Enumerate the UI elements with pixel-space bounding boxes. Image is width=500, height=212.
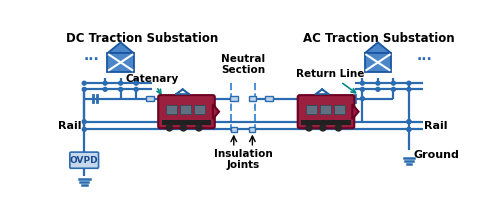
- Circle shape: [134, 81, 138, 85]
- Circle shape: [82, 127, 86, 131]
- Bar: [194, 105, 205, 114]
- Circle shape: [407, 127, 411, 131]
- Circle shape: [360, 81, 364, 85]
- Circle shape: [376, 87, 380, 91]
- Text: ...: ...: [416, 49, 432, 63]
- Bar: [265, 96, 272, 101]
- Circle shape: [82, 87, 86, 91]
- Text: DC Traction Substation: DC Traction Substation: [66, 32, 218, 45]
- Polygon shape: [365, 42, 391, 53]
- Text: Rail: Rail: [424, 121, 448, 131]
- Text: Ground: Ground: [414, 150, 460, 160]
- FancyBboxPatch shape: [158, 95, 215, 128]
- Bar: [180, 105, 191, 114]
- Circle shape: [103, 87, 107, 91]
- Circle shape: [407, 120, 411, 124]
- Circle shape: [166, 125, 172, 131]
- Bar: [166, 105, 177, 114]
- Bar: [146, 96, 154, 101]
- Polygon shape: [213, 104, 219, 119]
- Circle shape: [407, 87, 411, 91]
- FancyBboxPatch shape: [70, 152, 98, 168]
- Bar: [365, 53, 391, 72]
- Circle shape: [82, 81, 86, 85]
- Bar: [320, 105, 330, 114]
- Text: Rail: Rail: [58, 121, 81, 131]
- Circle shape: [392, 87, 396, 91]
- Text: OVPD: OVPD: [70, 156, 98, 165]
- Circle shape: [306, 125, 312, 131]
- Bar: [334, 105, 344, 114]
- Polygon shape: [108, 42, 134, 53]
- Bar: [108, 53, 134, 72]
- Bar: [230, 127, 237, 132]
- Circle shape: [360, 97, 364, 100]
- Bar: [250, 127, 256, 132]
- Circle shape: [336, 125, 342, 131]
- Polygon shape: [352, 104, 358, 119]
- FancyBboxPatch shape: [298, 95, 354, 128]
- Text: AC Traction Substation: AC Traction Substation: [303, 32, 454, 45]
- Text: ...: ...: [84, 49, 100, 63]
- Circle shape: [82, 120, 86, 124]
- Circle shape: [103, 81, 107, 85]
- Text: Insulation
Joints: Insulation Joints: [214, 149, 272, 170]
- Circle shape: [407, 127, 411, 131]
- Circle shape: [407, 120, 411, 124]
- Bar: [301, 120, 351, 125]
- Bar: [162, 120, 212, 125]
- Circle shape: [180, 125, 186, 131]
- Circle shape: [360, 87, 364, 91]
- Circle shape: [118, 81, 122, 85]
- Text: Catenary: Catenary: [125, 74, 178, 94]
- Circle shape: [134, 87, 138, 91]
- Bar: [306, 105, 316, 114]
- Circle shape: [118, 87, 122, 91]
- Bar: [230, 96, 237, 101]
- Circle shape: [392, 81, 396, 85]
- Bar: [248, 96, 256, 101]
- Circle shape: [196, 125, 202, 131]
- Text: Return Line: Return Line: [296, 69, 364, 93]
- Text: Neutral
Section: Neutral Section: [221, 54, 265, 75]
- Circle shape: [376, 81, 380, 85]
- Circle shape: [407, 81, 411, 85]
- Circle shape: [320, 125, 326, 131]
